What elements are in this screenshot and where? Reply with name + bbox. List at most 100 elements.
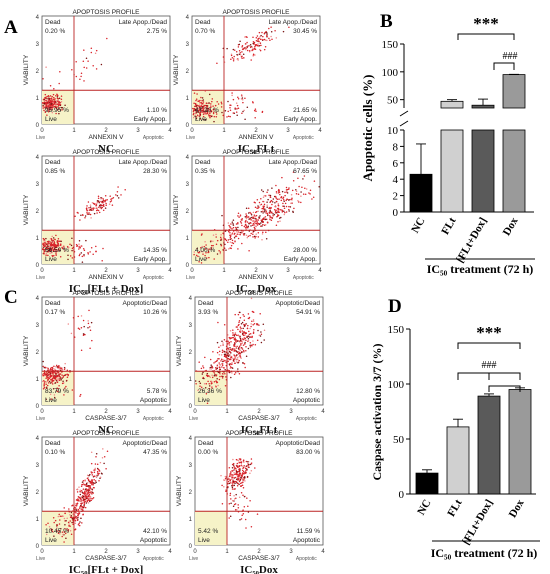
event-point (223, 366, 225, 369)
event-point (89, 329, 92, 332)
event-point (61, 374, 63, 376)
event-point (216, 351, 219, 354)
event-point (204, 254, 206, 257)
quadrant-ll-percent: 56.50 % (45, 247, 69, 254)
event-point (63, 368, 66, 371)
event-point (271, 201, 274, 203)
event-point (59, 249, 61, 252)
event-point (240, 322, 243, 325)
event-point (250, 325, 252, 328)
event-point (45, 533, 48, 536)
event-point (229, 107, 231, 109)
event-point (274, 211, 277, 214)
event-point (59, 71, 61, 73)
event-point (100, 63, 103, 66)
event-point (235, 102, 238, 104)
plot-caption: IC₅₀[FLt + Dox] (69, 283, 144, 295)
event-point (230, 54, 233, 57)
event-point (215, 243, 218, 245)
event-point (293, 207, 295, 210)
event-point (197, 255, 199, 258)
event-point (221, 351, 224, 354)
event-point (51, 108, 53, 110)
x-tick-label: 2 (104, 549, 108, 555)
event-point (249, 463, 252, 466)
event-point (312, 196, 315, 199)
event-point (240, 347, 242, 349)
event-point (298, 201, 300, 203)
event-point (229, 231, 231, 234)
event-point (239, 336, 241, 338)
event-point (87, 201, 90, 203)
event-point (76, 491, 79, 493)
event-point (235, 111, 238, 113)
event-point (281, 209, 283, 211)
event-point (48, 374, 51, 377)
y-axis-label: VIABILITY (23, 194, 30, 225)
event-point (45, 381, 48, 383)
event-point (268, 37, 270, 40)
event-point (262, 218, 265, 221)
event-point (52, 372, 55, 374)
x-tick-label: 1 (72, 268, 76, 274)
event-point (47, 94, 50, 97)
event-point (101, 206, 104, 209)
event-point (79, 245, 81, 247)
event-point (229, 330, 232, 332)
event-point (247, 313, 250, 315)
event-point (80, 326, 83, 329)
event-point (298, 185, 300, 188)
event-point (220, 474, 222, 477)
event-point (252, 36, 254, 38)
event-point (232, 462, 235, 465)
event-point (224, 350, 226, 353)
y-tick-label: 50 (393, 434, 405, 446)
event-point (277, 192, 280, 195)
event-point (76, 502, 79, 505)
bottom-left-note: Live (36, 556, 45, 562)
event-point (269, 207, 271, 210)
event-point (46, 376, 48, 378)
event-point (47, 379, 49, 382)
event-point (69, 255, 72, 257)
x-tick-label: 4 (168, 128, 172, 134)
x-tick-label: 2 (257, 549, 261, 555)
event-point (192, 113, 195, 116)
event-point (292, 210, 294, 213)
event-point (204, 104, 207, 107)
event-point (47, 106, 49, 108)
event-point (102, 448, 104, 450)
event-point (50, 379, 52, 381)
bottom-right-note: Apoptotic (296, 416, 317, 422)
event-point (52, 388, 55, 390)
event-point (309, 193, 311, 195)
event-point (236, 233, 239, 235)
event-point (84, 501, 86, 503)
x-tick-label: 2 (104, 409, 108, 415)
event-point (245, 345, 247, 348)
event-point (262, 190, 264, 193)
event-point (58, 530, 61, 532)
event-point (89, 500, 91, 503)
event-point (223, 479, 225, 481)
event-point (110, 200, 113, 202)
event-point (199, 118, 202, 120)
event-point (211, 387, 213, 389)
event-point (53, 106, 55, 108)
event-point (69, 513, 71, 516)
event-point (264, 209, 266, 212)
event-point (204, 107, 206, 109)
event-point (102, 204, 105, 207)
event-point (50, 238, 53, 240)
event-point (238, 355, 241, 358)
event-point (274, 30, 276, 32)
event-point (94, 203, 97, 206)
event-point (280, 199, 283, 202)
x-axis-label: CASPASE-3/7 (238, 415, 280, 422)
event-point (85, 483, 87, 486)
event-point (70, 516, 73, 519)
quadrant-lr-percent: 11.59 % (297, 528, 321, 535)
event-point (281, 176, 283, 179)
quadrant-ll-name: Live (45, 256, 57, 263)
